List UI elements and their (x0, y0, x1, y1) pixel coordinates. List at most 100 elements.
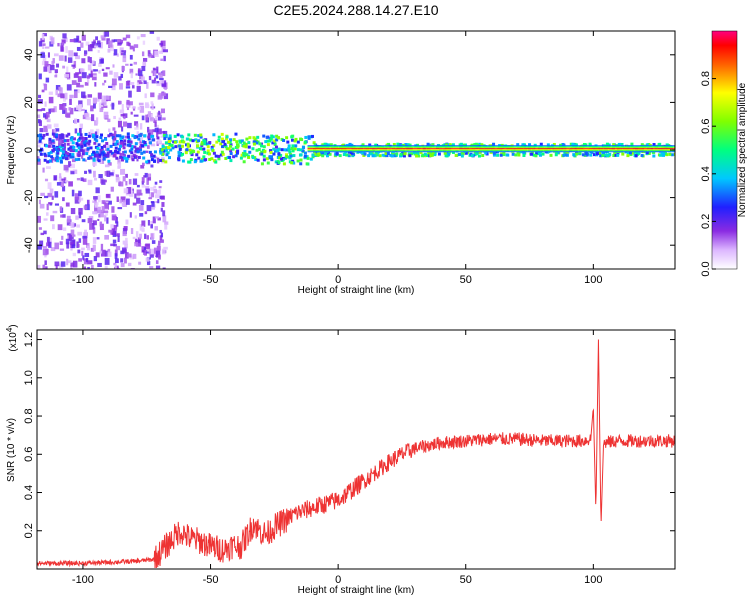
spectrogram-cell (160, 207, 163, 212)
spectrogram-cell (126, 198, 130, 205)
spectrogram-cell (109, 70, 113, 75)
spectrogram-cell (537, 152, 541, 156)
spectrogram-cell (150, 92, 155, 98)
spectrogram-cell (236, 149, 240, 153)
spectrogram-cell (129, 82, 135, 85)
spectrogram-cell (459, 142, 463, 146)
spectrogram-cell (480, 143, 484, 147)
spectrogram-y-tick-label: -20 (23, 190, 35, 206)
spectrogram-cell (110, 186, 114, 192)
spectrogram-cell (173, 134, 177, 138)
spectrogram-cell (90, 70, 93, 78)
spectrogram-cell (220, 132, 224, 136)
spectrogram-cell (291, 149, 295, 153)
spectrogram-cell (265, 135, 269, 139)
spectrogram-cell (148, 173, 151, 178)
spectrogram-cell (581, 153, 585, 157)
spectrogram-cell (133, 114, 139, 117)
spectrogram-cell (63, 142, 66, 149)
spectrogram-cell (552, 142, 556, 146)
spectrogram-cell (42, 33, 47, 37)
spectrogram-cell (43, 230, 47, 235)
spectrogram-cell (87, 156, 91, 160)
spectrogram-cell (71, 153, 75, 157)
spectrogram-cell (221, 152, 225, 156)
spectrogram-cell (130, 111, 133, 115)
spectrogram-cell (78, 212, 82, 219)
spectrogram-cell (325, 154, 329, 158)
spectrogram-x-ticks: -100 -50 0 50 100 (72, 31, 603, 286)
spectrogram-cell (58, 156, 62, 160)
spectrogram-cell (83, 50, 88, 55)
spectrogram-cell (228, 144, 232, 148)
spectrogram-cell (270, 134, 274, 138)
spectrogram-cell (76, 46, 81, 51)
spectrogram-cell (146, 205, 152, 212)
spectrogram-cell (37, 215, 41, 223)
spectrogram-cell (217, 154, 221, 158)
spectrogram-cell (74, 193, 80, 200)
spectrogram-cell (46, 212, 49, 216)
spectrogram-cell (146, 235, 149, 240)
spectrogram-cell (156, 66, 159, 74)
spectrogram-cell (137, 80, 142, 83)
spectrogram-cell (47, 124, 52, 129)
spectrogram-cell (305, 155, 309, 159)
spectrogram-cell (61, 235, 64, 240)
spectrogram-cell (81, 91, 86, 98)
spectrogram-cell (200, 157, 204, 161)
spectrogram-cell (54, 261, 60, 267)
spectrogram-cell (559, 143, 563, 147)
spectrogram-cell (630, 142, 634, 146)
spectrogram-cell (92, 150, 96, 154)
spectrogram-cell (530, 152, 534, 156)
spectrogram-cell (41, 89, 45, 93)
spectrogram-cell (157, 243, 161, 250)
spectrogram-cell (53, 175, 58, 181)
spectrogram-cell (665, 143, 669, 147)
spectrogram-cell (43, 152, 47, 156)
spectrogram-cell (199, 135, 203, 139)
snr-x-tick-label: 0 (335, 574, 341, 586)
spectrogram-cell (133, 152, 137, 155)
spectrogram-cell (243, 152, 247, 156)
spectrogram-cell (534, 154, 538, 158)
spectrogram-cell (517, 153, 521, 157)
spectrogram-cell (161, 46, 166, 52)
spectrogram-cell (68, 234, 72, 241)
spectrogram-cell (554, 153, 558, 157)
spectrogram-cell (148, 141, 152, 145)
spectrogram-cell (104, 257, 110, 265)
spectrogram-cell (107, 134, 111, 138)
spectrogram-cell (168, 143, 172, 147)
spectrogram-cell (59, 148, 63, 152)
spectrogram-cell (65, 153, 69, 157)
spectrogram-cell (141, 51, 145, 57)
spectrogram-cell (546, 143, 550, 147)
spectrogram-cell (82, 158, 86, 162)
spectrogram-cell (49, 203, 53, 206)
spectrogram-cell (321, 152, 325, 156)
spectrogram-cell (127, 138, 131, 142)
spectrogram-cell (53, 123, 59, 128)
spectrogram-cell (132, 47, 135, 52)
spectrogram-cell (58, 139, 63, 147)
spectrogram-cell (46, 203, 49, 211)
spectrogram-cell (413, 152, 417, 156)
spectrogram-cell (141, 177, 145, 183)
spectrogram-cell (154, 122, 157, 127)
spectrogram-cell (134, 173, 139, 176)
spectrogram-cell (137, 106, 142, 110)
spectrogram-cell (95, 187, 100, 194)
spectrogram-cell (154, 181, 158, 185)
spectrogram-cell (470, 154, 474, 158)
spectrogram-cell (122, 176, 126, 182)
spectrogram-cell (172, 140, 176, 144)
spectrogram-cell (119, 83, 123, 90)
chart-title: C2E5.2024.288.14.27.E10 (273, 2, 438, 18)
spectrogram-cell (87, 266, 90, 269)
spectrogram-cell (673, 152, 675, 156)
spectrogram-cell (268, 149, 272, 153)
spectrogram-cell (146, 177, 149, 185)
spectrogram-cell (37, 158, 41, 162)
